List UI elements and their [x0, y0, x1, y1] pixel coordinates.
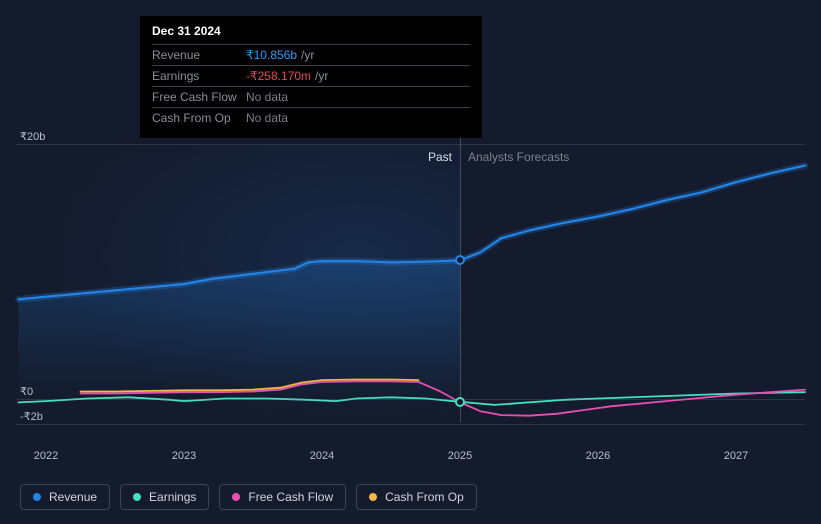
- chart-marker-dot: [455, 397, 465, 407]
- tooltip-metric-value: No data: [246, 111, 288, 125]
- tooltip-row: Earnings-₹258.170m/yr: [152, 65, 470, 86]
- legend-item-cash-from-op[interactable]: Cash From Op: [356, 484, 477, 510]
- y-axis-tick-label: -₹2b: [20, 410, 43, 423]
- section-label-forecast: Analysts Forecasts: [468, 150, 569, 164]
- tooltip-metric-unit: /yr: [315, 69, 328, 83]
- tooltip-metric-unit: /yr: [301, 48, 314, 62]
- legend-label: Free Cash Flow: [248, 490, 333, 504]
- financials-chart: Dec 31 2024 Revenue₹10.856b/yrEarnings-₹…: [0, 0, 821, 524]
- section-label-past: Past: [428, 150, 452, 164]
- chart-tooltip: Dec 31 2024 Revenue₹10.856b/yrEarnings-₹…: [140, 16, 482, 138]
- y-axis-tick-label: ₹0: [20, 385, 33, 398]
- chart-marker-dot: [455, 255, 465, 265]
- legend-label: Earnings: [149, 490, 196, 504]
- tooltip-metric-value: No data: [246, 90, 288, 104]
- legend-dot-icon: [369, 493, 377, 501]
- legend-dot-icon: [133, 493, 141, 501]
- x-axis-tick-label: 2027: [724, 450, 748, 462]
- tooltip-date: Dec 31 2024: [152, 24, 470, 44]
- tooltip-metric-value: -₹258.170m: [246, 69, 311, 83]
- tooltip-row: Revenue₹10.856b/yr: [152, 44, 470, 65]
- x-axis-tick-label: 2024: [310, 450, 334, 462]
- legend-item-earnings[interactable]: Earnings: [120, 484, 209, 510]
- x-axis-tick-label: 2022: [34, 450, 58, 462]
- tooltip-metric-label: Earnings: [152, 69, 246, 83]
- x-axis-tick-label: 2025: [448, 450, 472, 462]
- y-gridline: [16, 424, 805, 425]
- y-gridline: [16, 399, 805, 400]
- legend-item-revenue[interactable]: Revenue: [20, 484, 110, 510]
- past-forecast-divider: [460, 120, 461, 422]
- y-axis-tick-label: ₹20b: [20, 130, 45, 143]
- legend-label: Revenue: [49, 490, 97, 504]
- tooltip-row: Cash From OpNo data: [152, 107, 470, 128]
- y-gridline: [16, 144, 805, 145]
- chart-svg: [16, 124, 805, 464]
- plot-area[interactable]: [16, 124, 805, 464]
- chart-legend: Revenue Earnings Free Cash Flow Cash From O…: [20, 484, 477, 510]
- tooltip-row: Free Cash FlowNo data: [152, 86, 470, 107]
- legend-label: Cash From Op: [385, 490, 464, 504]
- tooltip-metric-value: ₹10.856b: [246, 48, 297, 62]
- x-axis-tick-label: 2023: [172, 450, 196, 462]
- x-axis-tick-label: 2026: [586, 450, 610, 462]
- tooltip-metric-label: Cash From Op: [152, 111, 246, 125]
- tooltip-metric-label: Revenue: [152, 48, 246, 62]
- revenue-area-fill: [18, 260, 460, 398]
- tooltip-metric-label: Free Cash Flow: [152, 90, 246, 104]
- legend-item-free-cash-flow[interactable]: Free Cash Flow: [219, 484, 346, 510]
- legend-dot-icon: [33, 493, 41, 501]
- legend-dot-icon: [232, 493, 240, 501]
